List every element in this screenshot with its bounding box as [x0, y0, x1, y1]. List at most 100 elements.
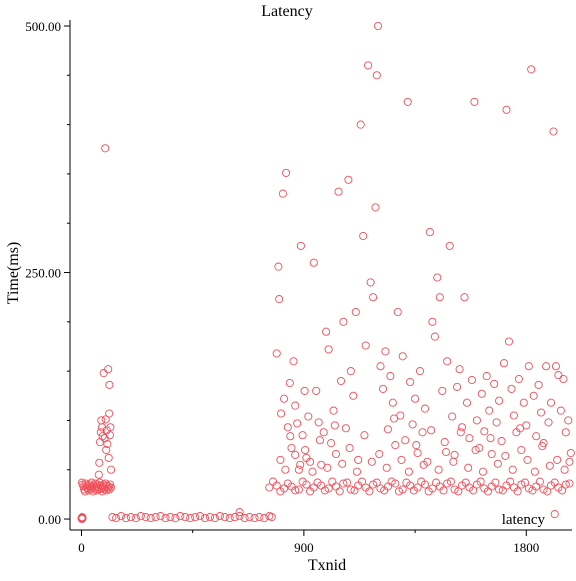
data-point [331, 482, 341, 491]
data-point [352, 467, 362, 476]
data-point [390, 414, 399, 423]
data-point [345, 443, 354, 453]
data-point [493, 459, 502, 468]
data-point [478, 467, 488, 476]
data-point [329, 406, 338, 415]
data-point [274, 262, 283, 271]
data-point [205, 513, 215, 522]
data-point [524, 362, 533, 371]
x-axis-label: Txnid [308, 557, 346, 574]
x-tick-label: 0 [78, 540, 85, 555]
data-point [365, 487, 374, 496]
data-point [504, 337, 514, 346]
data-point [469, 486, 478, 495]
data-point [191, 513, 200, 522]
data-point [549, 127, 558, 136]
data-point [435, 293, 444, 302]
data-point [80, 487, 89, 496]
data-point [286, 432, 295, 441]
data-point [556, 406, 565, 415]
data-point [492, 418, 501, 427]
data-point [382, 463, 391, 472]
data-point [551, 362, 560, 371]
data-point [376, 362, 385, 371]
data-point [472, 416, 481, 425]
data-point [356, 120, 365, 129]
data-point [319, 428, 328, 437]
data-point [453, 382, 462, 391]
data-point [418, 428, 427, 437]
data-point [315, 436, 324, 445]
data-point [560, 465, 569, 474]
data-point [99, 369, 108, 378]
data-point [359, 231, 368, 241]
data-point [276, 487, 285, 496]
data-point [372, 71, 381, 80]
data-point [324, 345, 333, 354]
data-point [283, 423, 292, 432]
data-point [344, 175, 353, 184]
data-point [485, 406, 494, 415]
data-point [364, 61, 373, 70]
data-point [565, 479, 574, 488]
data-point [419, 460, 428, 469]
data-point [561, 428, 570, 437]
y-tick-label: 500.00 [25, 19, 61, 34]
data-point [306, 487, 315, 496]
data-point [517, 480, 526, 489]
data-point [105, 485, 114, 494]
data-point [398, 485, 407, 494]
data-point [542, 362, 551, 371]
data-point [349, 391, 358, 400]
data-point [369, 293, 378, 302]
data-point [361, 341, 370, 350]
data-point [386, 372, 395, 381]
data-point [550, 510, 559, 519]
data-point [528, 486, 537, 495]
data-point [339, 479, 348, 488]
data-point [402, 478, 411, 487]
data-point [334, 187, 343, 196]
data-point [433, 273, 442, 282]
data-point [532, 432, 541, 441]
data-point [215, 512, 224, 521]
data-point [461, 478, 470, 487]
data-point [166, 513, 175, 522]
data-point [101, 415, 110, 424]
data-point [96, 428, 105, 437]
data-point [401, 436, 410, 445]
data-point [391, 479, 400, 488]
data-point [375, 449, 384, 459]
data-point [346, 485, 355, 494]
data-point [357, 477, 367, 486]
data-point [523, 455, 532, 464]
data-points [77, 21, 575, 524]
data-point [131, 514, 140, 523]
data-point [537, 408, 546, 417]
data-point [425, 228, 434, 237]
data-point [360, 431, 369, 440]
data-point [369, 480, 378, 489]
data-point [335, 487, 344, 496]
data-point [450, 450, 459, 459]
data-point [293, 419, 302, 428]
data-point [539, 485, 548, 494]
y-tick-label: 0.00 [38, 512, 61, 527]
data-point [171, 514, 180, 523]
data-point [291, 450, 300, 459]
data-point [94, 470, 103, 479]
data-point [445, 241, 454, 250]
data-point [566, 448, 575, 458]
data-point [483, 487, 493, 496]
data-point [428, 317, 437, 326]
data-point [502, 105, 511, 114]
data-point [456, 428, 465, 437]
data-point [225, 514, 234, 523]
data-point [558, 486, 567, 495]
data-point [331, 449, 341, 459]
data-point [460, 293, 469, 302]
data-point [420, 404, 430, 413]
data-point [324, 484, 333, 493]
